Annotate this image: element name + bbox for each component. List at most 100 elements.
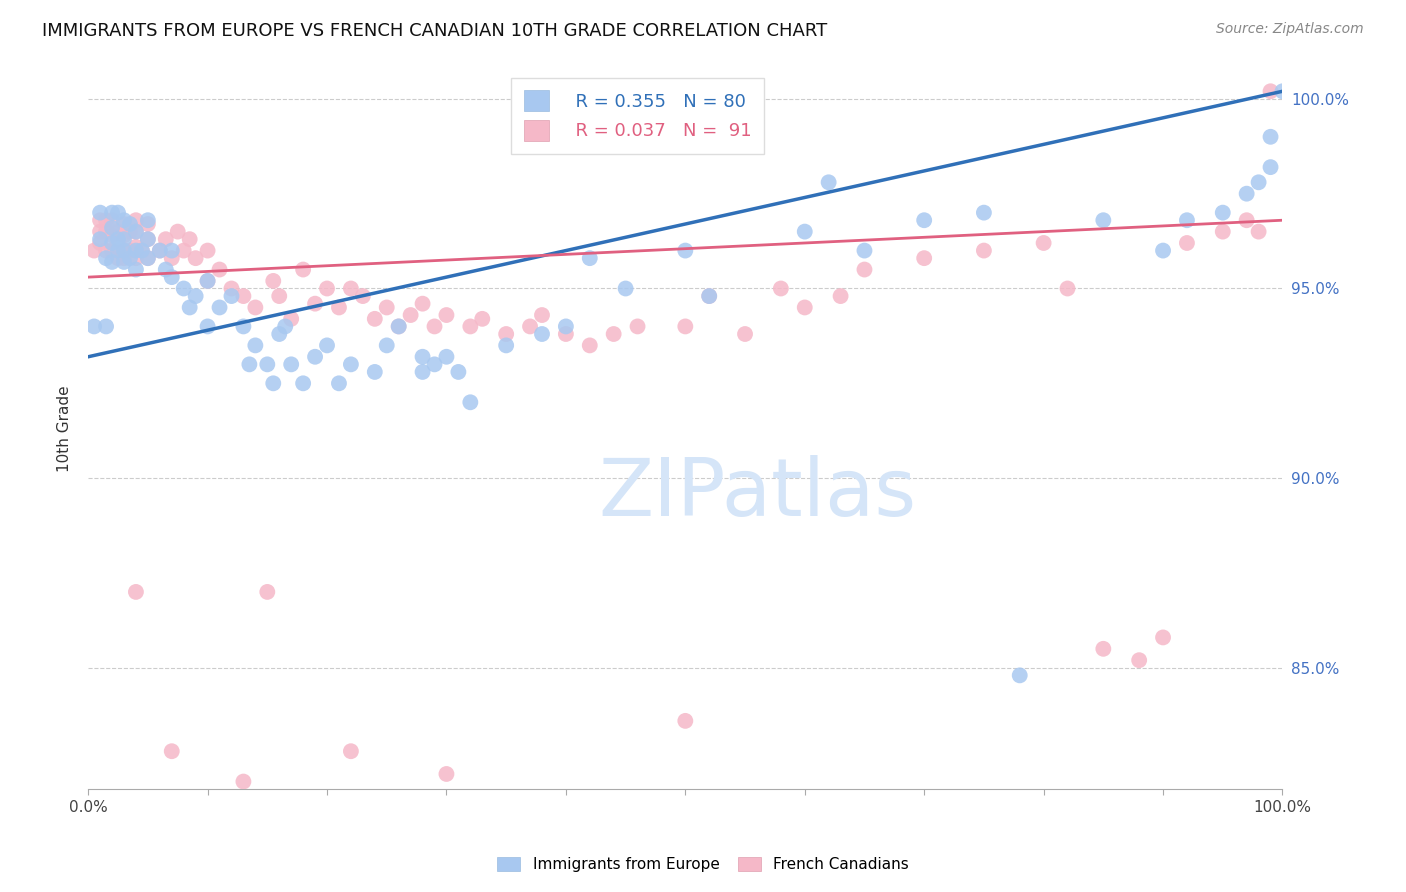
Point	[973, 244, 995, 258]
Point	[101, 255, 124, 269]
Point	[232, 289, 254, 303]
Point	[602, 326, 624, 341]
Point	[1152, 631, 1174, 645]
Point	[769, 281, 792, 295]
Point	[280, 311, 302, 326]
Point	[101, 244, 124, 258]
Point	[262, 376, 284, 391]
Point	[112, 228, 135, 243]
Point	[292, 376, 315, 391]
Point	[101, 205, 124, 219]
Point	[495, 338, 517, 352]
Point	[1247, 175, 1270, 189]
Point	[388, 319, 411, 334]
Point	[232, 774, 254, 789]
Point	[184, 289, 207, 303]
Text: IMMIGRANTS FROM EUROPE VS FRENCH CANADIAN 10TH GRADE CORRELATION CHART: IMMIGRANTS FROM EUROPE VS FRENCH CANADIA…	[42, 22, 827, 40]
Point	[160, 244, 183, 258]
Point	[423, 357, 446, 371]
Point	[155, 232, 177, 246]
Point	[817, 175, 839, 189]
Point	[626, 319, 648, 334]
Point	[793, 301, 815, 315]
Point	[519, 319, 541, 334]
Point	[256, 357, 278, 371]
Point	[136, 217, 159, 231]
Point	[1008, 668, 1031, 682]
Point	[793, 225, 815, 239]
Point	[1236, 186, 1258, 201]
Point	[125, 225, 148, 239]
Point	[160, 251, 183, 265]
Point	[436, 767, 458, 781]
Point	[673, 714, 696, 728]
Point	[101, 228, 124, 243]
Point	[530, 308, 553, 322]
Point	[554, 326, 576, 341]
Point	[89, 205, 111, 219]
Point	[107, 225, 129, 239]
Point	[160, 744, 183, 758]
Point	[136, 251, 159, 265]
Point	[107, 232, 129, 246]
Point	[269, 289, 291, 303]
Point	[125, 213, 148, 227]
Point	[107, 244, 129, 258]
Point	[1152, 244, 1174, 258]
Point	[208, 301, 231, 315]
Point	[118, 244, 141, 258]
Point	[83, 244, 105, 258]
Point	[471, 311, 494, 326]
Point	[340, 744, 363, 758]
Point	[554, 319, 576, 334]
Point	[1260, 84, 1282, 98]
Point	[412, 365, 434, 379]
Point	[304, 296, 326, 310]
Point	[578, 251, 600, 265]
Point	[125, 251, 148, 265]
Point	[316, 281, 339, 295]
Point	[94, 251, 117, 265]
Point	[197, 274, 219, 288]
Point	[460, 319, 482, 334]
Point	[495, 326, 517, 341]
Point	[112, 255, 135, 269]
Point	[166, 225, 188, 239]
Point	[436, 350, 458, 364]
Point	[94, 225, 117, 239]
Point	[973, 205, 995, 219]
Point	[340, 357, 363, 371]
Point	[112, 251, 135, 265]
Point	[112, 213, 135, 227]
Point	[697, 289, 720, 303]
Point	[436, 308, 458, 322]
Point	[1175, 213, 1198, 227]
Legend:   R = 0.355   N = 80,   R = 0.037   N =  91: R = 0.355 N = 80, R = 0.037 N = 91	[512, 78, 763, 153]
Y-axis label: 10th Grade: 10th Grade	[58, 385, 72, 472]
Point	[179, 301, 201, 315]
Point	[89, 213, 111, 227]
Point	[399, 308, 422, 322]
Point	[101, 235, 124, 250]
Point	[173, 244, 195, 258]
Point	[155, 262, 177, 277]
Point	[197, 319, 219, 334]
Point	[256, 585, 278, 599]
Point	[179, 232, 201, 246]
Text: Source: ZipAtlas.com: Source: ZipAtlas.com	[1216, 22, 1364, 37]
Point	[94, 244, 117, 258]
Point	[94, 213, 117, 227]
Point	[412, 296, 434, 310]
Point	[1056, 281, 1078, 295]
Point	[1175, 235, 1198, 250]
Point	[280, 357, 302, 371]
Point	[245, 338, 267, 352]
Point	[352, 289, 374, 303]
Point	[89, 235, 111, 250]
Point	[304, 350, 326, 364]
Point	[107, 205, 129, 219]
Point	[131, 244, 153, 258]
Point	[197, 274, 219, 288]
Point	[697, 289, 720, 303]
Legend: Immigrants from Europe, French Canadians: Immigrants from Europe, French Canadians	[489, 849, 917, 880]
